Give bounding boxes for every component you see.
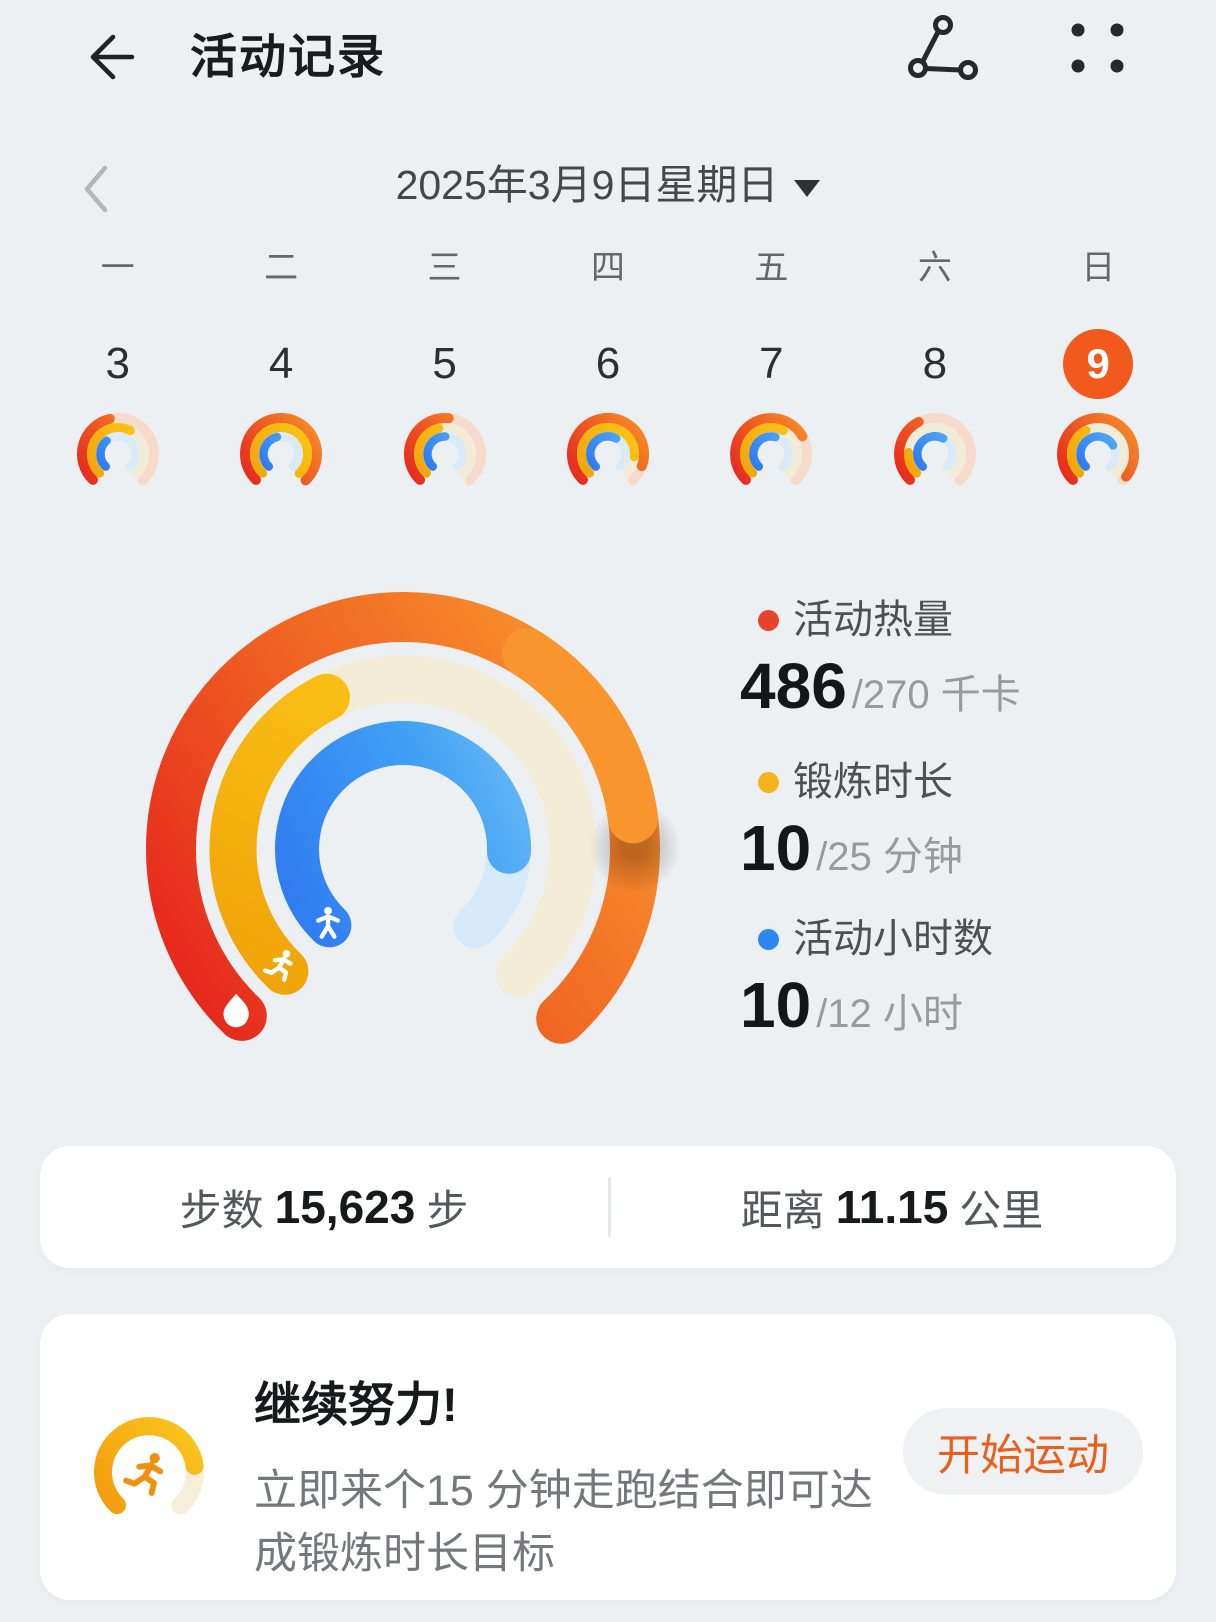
calories-dot-icon <box>758 609 779 631</box>
stat-exercise-label-row: 锻炼时长 <box>740 758 963 806</box>
activity-rings-mini <box>730 413 813 486</box>
stat-calories-label-row: 活动热量 <box>740 596 1021 644</box>
coach-title: 继续努力! <box>254 1378 458 1431</box>
share-route-icon[interactable] <box>898 4 988 88</box>
steps-label: 步数 <box>179 1186 264 1234</box>
weekday-label: 六 <box>917 249 952 287</box>
back-arrow-icon[interactable] <box>82 28 140 86</box>
coach-card: 继续努力! 立即来个15 分钟走跑结合即可达成锻炼时长目标 开始运动 <box>40 1314 1176 1600</box>
date-number[interactable]: 8 <box>922 339 948 388</box>
distance-value: 11.15 <box>835 1181 949 1233</box>
person-icon <box>316 906 341 939</box>
date-bar: 2025年3月9日星期日 <box>0 156 1216 214</box>
divider <box>608 1177 611 1237</box>
distance-summary[interactable]: 距离 11.15 公里 <box>608 1146 1176 1268</box>
date-cell[interactable]: 3 <box>105 328 129 400</box>
weekday-label: 五 <box>754 249 789 287</box>
stat-value: 486 <box>740 650 847 722</box>
activity-rings-mini <box>240 413 323 486</box>
flame-icon <box>223 993 249 1028</box>
activity-rings-mini <box>893 413 976 486</box>
stat-exercise-value-row: 10/25 分钟 <box>740 812 963 893</box>
summary-card: 步数 15,623 步 距离 11.15 公里 <box>40 1146 1176 1268</box>
stat-active-hours: 活动小时数 10/12 小时 <box>740 915 993 1050</box>
weekday-label: 日 <box>1081 249 1116 287</box>
activity-rings-mini <box>403 413 486 486</box>
stat-value: 10 <box>740 969 812 1041</box>
date-number[interactable]: 4 <box>268 339 294 388</box>
stat-exercise: 锻炼时长 10/25 分钟 <box>740 758 963 893</box>
stat-calories: 活动热量 486/270 千卡 <box>740 596 1021 731</box>
more-menu-icon[interactable] <box>1058 14 1136 84</box>
date-number[interactable]: 5 <box>432 339 457 388</box>
stat-label: 活动热量 <box>793 598 953 642</box>
stat-active-label-row: 活动小时数 <box>740 915 993 963</box>
steps-value: 15,623 <box>274 1181 416 1233</box>
triangle-down-icon <box>794 179 821 197</box>
active-hours-dot-icon <box>758 928 779 950</box>
start-workout-button[interactable]: 开始运动 <box>903 1408 1143 1495</box>
runner-icon <box>123 1453 164 1496</box>
date-number[interactable]: 7 <box>759 339 784 388</box>
date-cell[interactable]: 6 <box>596 328 620 400</box>
date-cell[interactable]: 7 <box>759 328 783 400</box>
date-label: 2025年3月9日星期日 <box>395 162 779 208</box>
date-cell[interactable]: 4 <box>269 328 293 400</box>
distance-unit: 公里 <box>959 1186 1044 1234</box>
stat-label: 锻炼时长 <box>793 760 953 804</box>
activity-ring-large <box>103 549 703 1149</box>
activity-rings-mini <box>566 413 649 486</box>
weekday-label: 三 <box>427 249 462 287</box>
date-number[interactable]: 3 <box>105 339 130 388</box>
date-cell[interactable]: 9 <box>1063 328 1134 400</box>
steps-summary[interactable]: 步数 15,623 步 <box>40 1146 608 1268</box>
chevron-left-icon[interactable] <box>78 160 118 218</box>
exercise-dot-icon <box>758 771 779 793</box>
stat-label: 活动小时数 <box>793 917 993 961</box>
page-title: 活动记录 <box>190 30 386 83</box>
weekday-label: 二 <box>264 249 299 287</box>
date-number[interactable]: 6 <box>595 339 621 388</box>
selected-date-badge[interactable]: 9 <box>1063 329 1134 399</box>
activity-ring-large-svg <box>145 592 681 1044</box>
activity-rings-mini <box>76 413 159 486</box>
coach-message: 立即来个15 分钟走跑结合即可达成锻炼时长目标 <box>254 1467 873 1578</box>
distance-label: 距离 <box>740 1186 825 1234</box>
stat-value: 10 <box>740 812 812 884</box>
stat-target: /25 分钟 <box>816 835 963 879</box>
runner-icon <box>263 950 293 982</box>
weekday-label: 一 <box>100 249 135 287</box>
date-cell[interactable]: 8 <box>923 328 947 400</box>
stat-calories-value-row: 486/270 千卡 <box>740 650 1021 731</box>
stat-target: /270 千卡 <box>851 673 1021 717</box>
steps-unit: 步 <box>426 1186 469 1234</box>
weekday-label: 四 <box>590 249 625 287</box>
stat-target: /12 小时 <box>816 992 963 1036</box>
date-selector[interactable]: 2025年3月9日星期日 <box>396 156 821 214</box>
stat-active-value-row: 10/12 小时 <box>740 969 993 1050</box>
activity-rings-mini <box>1057 413 1140 486</box>
coach-ring-icon <box>83 1406 215 1538</box>
header: 活动记录 <box>0 0 1216 116</box>
date-cell[interactable]: 5 <box>432 328 456 400</box>
